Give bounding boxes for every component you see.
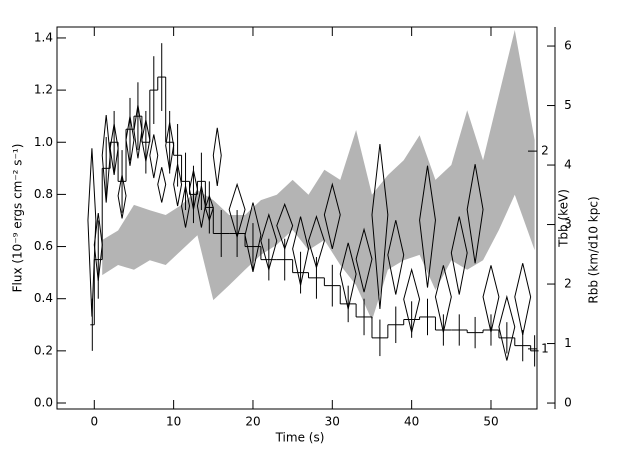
tbb-diamond [87,148,97,317]
tbb-diamond [196,185,206,228]
tbb-diamond [403,267,421,333]
tbb-diamond [157,167,167,203]
tbb-diamond [141,119,151,162]
tbb-diamond [149,134,159,179]
x-tick-label: 30 [325,415,340,429]
tbb-diamond [204,194,214,222]
tbb-diamond [228,182,246,239]
y2-tick-label: 1 [564,336,572,350]
tbb-diamond [165,122,175,171]
tbb-diamond [339,242,357,310]
tbb-diamond [133,105,143,159]
tbb-diamond [260,213,278,272]
tbb-diamond [173,164,183,207]
tbb-diamond [434,265,452,333]
tbb-diamond [450,216,468,295]
y-tick-label: 0.6 [34,239,53,253]
x-tick-label: 0 [90,415,98,429]
plot-frame [56,26,538,410]
y2-tick-label: 2 [564,277,572,291]
x-tick-label: 20 [245,415,260,429]
y2-tick-label: 6 [564,39,572,53]
y-tick-label: 1.2 [34,83,53,97]
tbb-diamond [355,227,373,293]
tbb-diamond [93,212,103,281]
tbb-diamond [117,174,127,219]
y2-tick-label: 4 [564,158,572,172]
y2-axis-label: Rbb (km/d10 kpc) [587,196,601,303]
y2-tick-label: 3 [564,217,572,231]
x-axis-label: Time (s) [275,431,325,445]
x-tick-label: 40 [404,415,419,429]
y-tick-label: 0.2 [34,343,53,357]
tbb-diamond [109,123,119,175]
tbb-diamond [387,220,405,295]
y3-tick-label: 2 [541,144,549,158]
y2-tick-label: 0 [564,396,572,410]
y-tick-label: 0.0 [34,396,53,410]
tbb-diamond [498,294,516,361]
tbb-diamond [188,170,198,210]
tbb-diamond [323,182,341,249]
y-tick-label: 1.4 [34,30,53,44]
y2-tick-label: 5 [564,98,572,112]
tbb-diamond [181,185,191,228]
y-tick-label: 1.0 [34,135,53,149]
tbb-diamond [244,202,262,272]
tbb-diamond [276,202,294,251]
tbb-diamond [482,265,500,333]
tbb-diamond [466,164,484,264]
tbb-diamond [292,216,310,286]
x-tick-label: 10 [166,415,181,429]
tbb-diamond [125,116,135,166]
y3-tick-label: 1 [541,341,549,355]
y-axis-label: Flux (10⁻⁹ ergs cm⁻² s⁻¹) [11,144,25,293]
y-tick-label: 0.8 [34,187,53,201]
tbb-diamond [371,144,389,310]
tbb-diamond [307,214,325,270]
rbb-band [102,29,535,321]
x-tick-label: 50 [483,415,498,429]
tbb-diamond [514,263,532,336]
y-tick-label: 0.4 [34,291,53,305]
tbb-diamond [101,114,111,203]
tbb-diamond [212,127,222,187]
y3-axis-label: Tbb (keV) [557,189,571,248]
tbb-diamond [419,165,436,288]
